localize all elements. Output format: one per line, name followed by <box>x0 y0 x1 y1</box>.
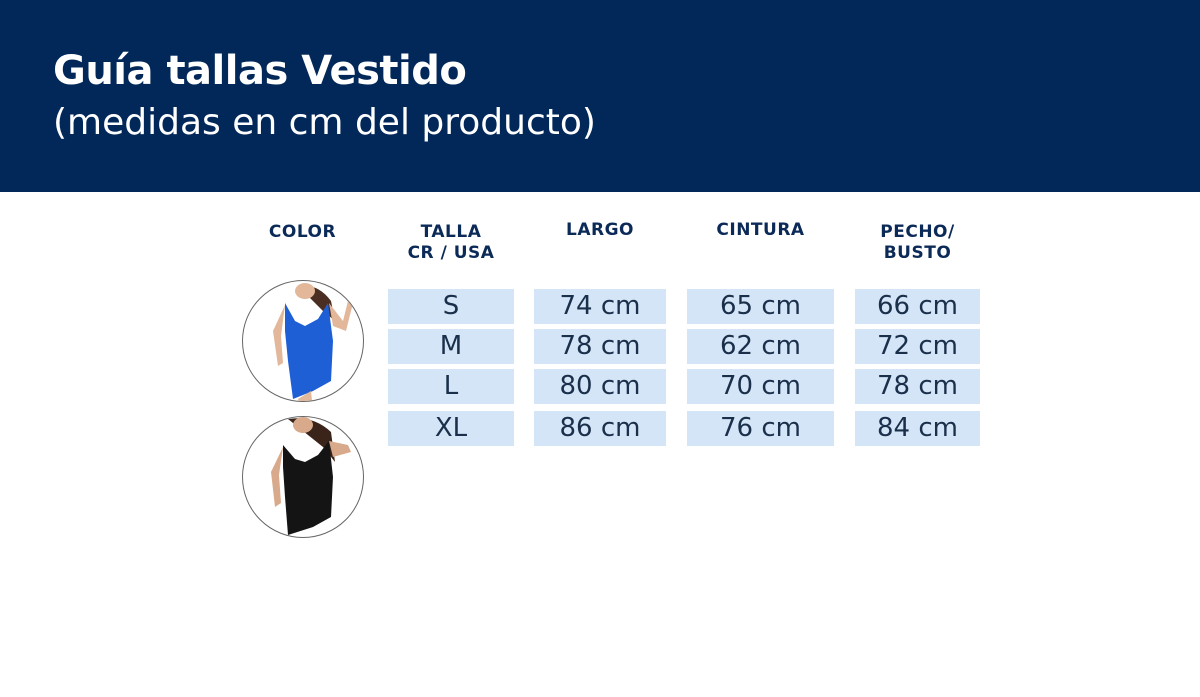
table-cell: 84 cm <box>855 411 980 446</box>
table-cell: 66 cm <box>855 289 980 324</box>
page-subtitle: (medidas en cm del producto) <box>53 102 596 143</box>
table-cell: S <box>388 289 514 324</box>
column-header: CINTURA <box>716 220 805 240</box>
table-cell: 65 cm <box>687 289 834 324</box>
table-cell: M <box>388 329 514 364</box>
table-cell: XL <box>388 411 514 446</box>
column-header: COLOR <box>268 222 337 242</box>
page-title: Guía tallas Vestido <box>53 48 467 94</box>
column-header: LARGO <box>566 220 634 240</box>
table-cell: 86 cm <box>534 411 666 446</box>
column-header: PECHO/ BUSTO <box>880 222 955 263</box>
table-cell: 78 cm <box>534 329 666 364</box>
table-cell: 78 cm <box>855 369 980 404</box>
table-cell: 72 cm <box>855 329 980 364</box>
table-cell: 70 cm <box>687 369 834 404</box>
table-cell: 76 cm <box>687 411 834 446</box>
table-cell: 74 cm <box>534 289 666 324</box>
blue-dress-image <box>242 280 364 402</box>
table-cell: 62 cm <box>687 329 834 364</box>
column-header: TALLA CR / USA <box>407 222 495 263</box>
header-banner: Guía tallas Vestido (medidas en cm del p… <box>0 0 1200 192</box>
table-cell: 80 cm <box>534 369 666 404</box>
table-cell: L <box>388 369 514 404</box>
black-dress-image <box>242 416 364 538</box>
